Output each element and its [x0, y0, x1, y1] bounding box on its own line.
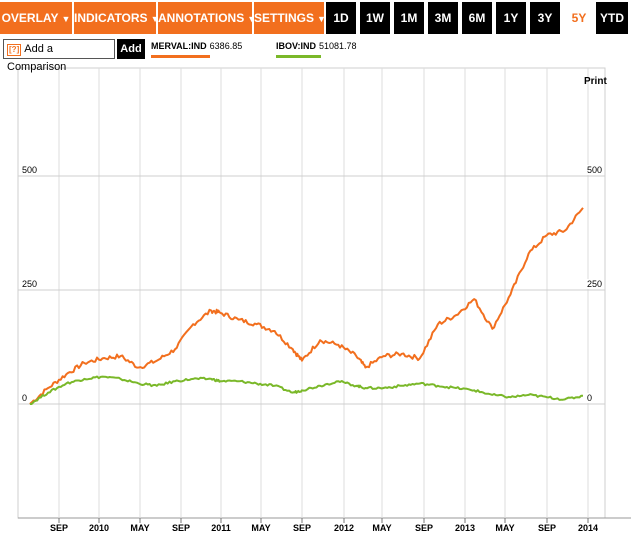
y-tick-label-right: 500	[587, 165, 602, 175]
legend-item-merval: MERVAL:IND 6386.85	[151, 41, 242, 51]
y-tick-label-left: 0	[22, 393, 27, 403]
range-6m-button[interactable]: 6M	[462, 2, 492, 34]
y-label-bg	[21, 165, 39, 175]
x-tick-label: 2014	[578, 523, 598, 533]
help-icon-glyph: ?	[11, 45, 17, 54]
chevron-down-icon: ▼	[317, 14, 326, 24]
x-tick-label: 2011	[211, 523, 231, 533]
help-icon[interactable]: [?]	[7, 44, 22, 56]
x-tick-label: SEP	[50, 523, 68, 533]
y-tick-label-left: 500	[22, 165, 37, 175]
toolbar: OVERLAY ▼ INDICATORS ▼ ANNOTATIONS ▼ SETTIN…	[0, 0, 631, 38]
series-line-merval	[29, 207, 584, 405]
plot-frame	[17, 67, 606, 519]
x-tick-label: SEP	[172, 523, 190, 533]
chart-series	[29, 207, 584, 405]
add-comparison-button[interactable]: Add	[117, 39, 145, 59]
legend-value: 6386.85	[209, 41, 243, 51]
x-tick-label: SEP	[415, 523, 433, 533]
range-5y-button[interactable]: 5Y	[564, 2, 594, 34]
x-tick-label: 2012	[334, 523, 354, 533]
y-label-bg	[586, 279, 604, 289]
y-tick-label-right: 0	[587, 393, 592, 403]
range-1d-button[interactable]: 1D	[326, 2, 356, 34]
range-3y-button[interactable]: 3Y	[530, 2, 560, 34]
settings-menu-button[interactable]: SETTINGS ▼	[254, 2, 326, 34]
settings-menu-label: SETTINGS	[254, 11, 315, 25]
x-tick-label: 2010	[89, 523, 109, 533]
y-tick-label-left: 250	[22, 279, 37, 289]
range-ytd-button[interactable]: YTD	[596, 2, 628, 34]
x-tick-label: MAY	[372, 523, 391, 533]
add-comparison-input[interactable]: [?] Add a Comparison	[3, 39, 115, 73]
legend-item-ibov: IBOV:IND 51081.78	[276, 41, 357, 51]
y-label-bg	[21, 393, 29, 403]
chart-grid	[17, 67, 631, 523]
indicators-menu-button[interactable]: INDICATORS ▼	[74, 2, 159, 34]
range-1y-button[interactable]: 1Y	[496, 2, 526, 34]
print-button[interactable]: Print	[584, 76, 607, 87]
chart-labels: SEP 2010 MAY SEP 2011 MAY SEP 2012 MAY SEP 2013 MAY…	[21, 165, 604, 533]
overlay-menu-button[interactable]: OVERLAY ▼	[0, 2, 72, 34]
add-comparison-label: Add a Comparison	[7, 43, 67, 73]
x-tick-label: SEP	[538, 523, 556, 533]
y-label-bg	[586, 393, 594, 403]
x-tick-label: MAY	[251, 523, 270, 533]
x-tick-label: MAY	[130, 523, 149, 533]
y-tick-label-right: 250	[587, 279, 602, 289]
overlay-menu-label: OVERLAY	[1, 11, 59, 25]
legend-symbol: IBOV:IND	[276, 41, 317, 51]
x-tick-label: SEP	[293, 523, 311, 533]
series-line-ibov	[29, 375, 583, 405]
chevron-down-icon: ▼	[247, 14, 257, 24]
indicators-menu-label: INDICATORS	[74, 11, 148, 25]
y-label-bg	[21, 279, 39, 289]
legend-value: 51081.78	[319, 41, 357, 51]
chevron-down-icon: ▼	[150, 14, 160, 24]
annotations-menu-button[interactable]: ANNOTATIONS ▼	[158, 2, 256, 34]
x-tick-label: MAY	[495, 523, 514, 533]
annotations-menu-label: ANNOTATIONS	[158, 11, 245, 25]
legend-swatch-ibov	[276, 55, 321, 58]
range-1w-button[interactable]: 1W	[360, 2, 390, 34]
legend-symbol: MERVAL:IND	[151, 41, 207, 51]
range-1m-button[interactable]: 1M	[394, 2, 424, 34]
range-3m-button[interactable]: 3M	[428, 2, 458, 34]
chevron-down-icon: ▼	[61, 14, 71, 24]
legend-swatch-merval	[151, 55, 210, 58]
x-tick-label: 2013	[455, 523, 475, 533]
y-label-bg	[586, 165, 604, 175]
